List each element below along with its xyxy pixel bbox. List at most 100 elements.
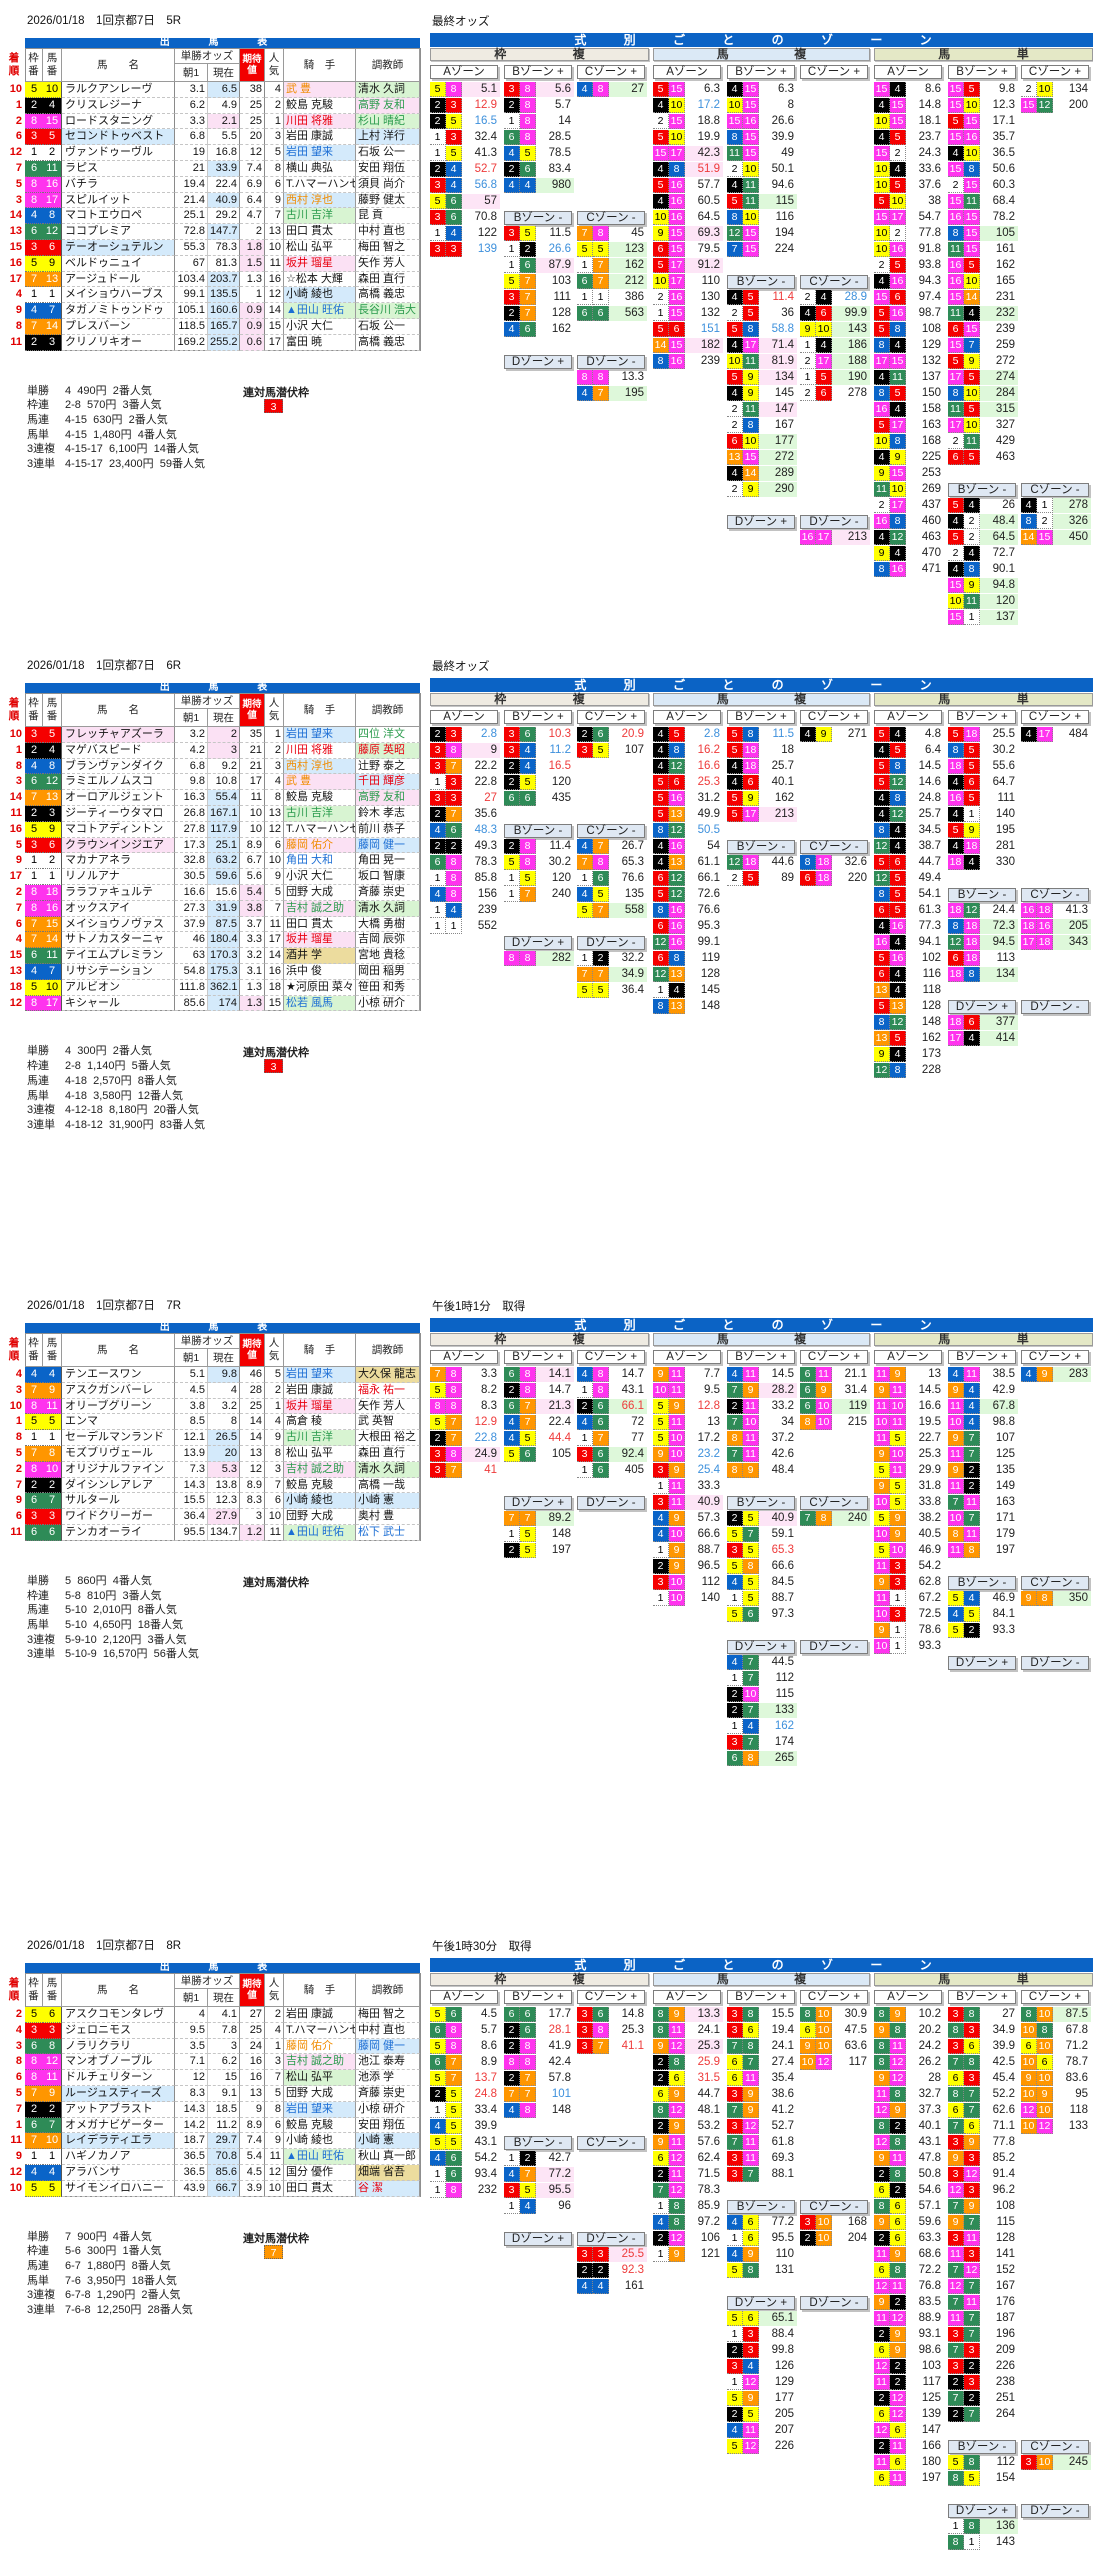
entry-row[interactable]: 4 4 4 テンエースワン 5.1 9.8 46 5 岩田 望来 大久保 龍志: [0, 1367, 420, 1383]
odds-row[interactable]: 4 2 48.4: [948, 514, 1018, 529]
odds-row[interactable]: 2 8 14.7: [504, 1383, 574, 1398]
odds-row[interactable]: 7 15 224: [727, 242, 797, 257]
odds-row[interactable]: 1 4 122: [430, 226, 500, 241]
odds-row[interactable]: 15 9 94.8: [948, 578, 1018, 593]
odds-row[interactable]: 2 9 53.2: [653, 2119, 723, 2134]
horse-name-cell[interactable]: アットアブラスト: [62, 2101, 175, 2118]
odds-row[interactable]: 3 8 5.6: [504, 82, 574, 97]
odds-row[interactable]: 2 15 18.8: [653, 114, 723, 129]
odds-row[interactable]: 9 12 25.3: [653, 2039, 723, 2054]
odds-row[interactable]: 5 17 91.2: [653, 258, 723, 273]
odds-row[interactable]: 11 3 141: [948, 2247, 1018, 2262]
odds-row[interactable]: 4 13 61.1: [653, 855, 723, 870]
odds-row[interactable]: 2 10 204: [800, 2231, 870, 2246]
odds-row[interactable]: 5 6 151: [653, 322, 723, 337]
entry-row[interactable]: 2 8 10 オリジナルファイン 7.3 5.3 12 3 吉村 誠之助 清水 久詞: [0, 1461, 420, 1478]
odds-row[interactable]: 5 18 18: [727, 743, 797, 758]
odds-row[interactable]: 10 9 95: [1021, 2087, 1091, 2102]
odds-row[interactable]: 6 12 139: [874, 2407, 944, 2422]
horse-name-cell[interactable]: セコンドトゥベスト: [62, 129, 175, 146]
odds-row[interactable]: 10 7 171: [948, 1511, 1018, 1526]
odds-row[interactable]: 15 5 9.8: [948, 82, 1018, 97]
odds-row[interactable]: 4 12 463: [874, 530, 944, 545]
odds-row[interactable]: 2 3 12.9: [430, 98, 500, 113]
entry-row[interactable]: 11 6 6 テンカオーライ 95.5 134.7 1.2 11 ▲田山 旺佑 松下 武士: [0, 1525, 420, 1541]
odds-row[interactable]: 5 16 98.7: [874, 306, 944, 321]
entry-row[interactable]: 9 1 1 ハギノカノア 36.5 70.8 5.4 11 ▲田山 旺佑 秋山 真一郎: [0, 2149, 420, 2165]
odds-row[interactable]: 6 8 78.3: [430, 855, 500, 870]
odds-row[interactable]: 15 16 35.7: [948, 130, 1018, 145]
odds-row[interactable]: 4 11 137: [874, 370, 944, 385]
odds-row[interactable]: 16 5 111: [948, 791, 1018, 806]
entry-row[interactable]: 10 3 5 フレッチャアズーラ 3.2 2 35 1 岩田 望来 四位 洋文: [0, 727, 420, 743]
odds-row[interactable]: 7 8 3.3: [430, 1367, 500, 1382]
odds-row[interactable]: 9 11 14.5: [874, 1383, 944, 1398]
odds-row[interactable]: 4 17 484: [1021, 727, 1091, 742]
odds-row[interactable]: 8 6 57.1: [874, 2199, 944, 2214]
odds-row[interactable]: 2 10 115: [727, 1687, 797, 1702]
odds-row[interactable]: 1 4 186: [800, 338, 870, 353]
odds-row[interactable]: 8 9 13.3: [653, 2007, 723, 2022]
odds-row[interactable]: 1 10 140: [653, 1591, 723, 1606]
horse-name-cell[interactable]: マコトアディントン: [62, 821, 175, 838]
odds-row[interactable]: 1 6 95.5: [727, 2231, 797, 2246]
odds-row[interactable]: 12 18 44.6: [727, 855, 797, 870]
entry-row[interactable]: 18 5 10 アルビオン 111.8 362.1 1.3 18 ★河原田 菜々 笹田 和秀: [0, 979, 420, 996]
odds-row[interactable]: 2 6 278: [800, 386, 870, 401]
odds-row[interactable]: 4 6 99.9: [800, 306, 870, 321]
odds-row[interactable]: 10 11 19.5: [874, 1415, 944, 1430]
odds-row[interactable]: 3 6 39.9: [948, 2039, 1018, 2054]
odds-row[interactable]: 10 8 168: [874, 434, 944, 449]
horse-name-cell[interactable]: キシャール: [62, 995, 175, 1012]
odds-row[interactable]: 17 10 327: [948, 418, 1018, 433]
odds-row[interactable]: 11 1 67.2: [874, 1591, 944, 1606]
odds-row[interactable]: 4 9 57.3: [653, 1511, 723, 1526]
odds-row[interactable]: 2 10 50.1: [727, 162, 797, 177]
horse-name-cell[interactable]: クリスレジーナ: [62, 97, 175, 114]
odds-row[interactable]: 4 11 207: [727, 2423, 797, 2438]
entry-row[interactable]: 10 8 11 オリーブグリーン 3.8 3.2 25 1 坂井 瑠星 矢作 芳人: [0, 1398, 420, 1415]
odds-row[interactable]: 15 16 26.6: [727, 114, 797, 129]
odds-row[interactable]: 4 6 54.2: [430, 2151, 500, 2166]
odds-row[interactable]: 6 4 116: [874, 967, 944, 982]
entry-row[interactable]: 10 5 5 サイモンイロハニー 43.9 66.7 3.9 10 田口 貫太谷 潔: [0, 2180, 420, 2197]
odds-row[interactable]: 4 15 14.8: [874, 98, 944, 113]
odds-row[interactable]: 15 17 54.7: [874, 210, 944, 225]
odds-row[interactable]: 12 9 37.3: [874, 2103, 944, 2118]
odds-row[interactable]: 12 10 118: [1021, 2103, 1091, 2118]
odds-row[interactable]: 4 10 66.6: [653, 1527, 723, 1542]
odds-row[interactable]: 16 17 213: [800, 530, 870, 545]
odds-row[interactable]: 7 8 240: [800, 1511, 870, 1526]
odds-row[interactable]: 1 5 41.3: [430, 146, 500, 161]
odds-row[interactable]: 11 10 16.6: [874, 1399, 944, 1414]
entry-row[interactable]: 9 1 2 マカナアネラ 32.8 63.2 6.7 10 角田 大和 角田 晃一: [0, 853, 420, 870]
odds-row[interactable]: 7 8 65.3: [577, 855, 647, 870]
odds-row[interactable]: 11 2 149: [948, 1479, 1018, 1494]
odds-row[interactable]: 10 17 110: [653, 274, 723, 289]
odds-row[interactable]: 9 15 253: [874, 466, 944, 481]
odds-row[interactable]: 11 15 49: [727, 146, 797, 161]
horse-name-cell[interactable]: ルージュスティーズ: [62, 2086, 175, 2102]
odds-row[interactable]: 2 11 33.2: [727, 1399, 797, 1414]
odds-row[interactable]: 8 12 48.1: [653, 2103, 723, 2118]
odds-row[interactable]: 2 11 147: [727, 402, 797, 417]
odds-row[interactable]: 4 12 16.6: [653, 759, 723, 774]
horse-name-cell[interactable]: レイデラティエラ: [62, 2133, 175, 2150]
odds-row[interactable]: 12 5 49.4: [874, 871, 944, 886]
odds-row[interactable]: 4 4 161: [577, 2279, 647, 2294]
odds-row[interactable]: 8 2 40.1: [874, 2119, 944, 2134]
odds-row[interactable]: 1 12 129: [727, 2375, 797, 2390]
odds-row[interactable]: 7 11 61.8: [727, 2135, 797, 2150]
odds-row[interactable]: 3 8 25.3: [577, 2023, 647, 2038]
odds-row[interactable]: 16 4 158: [874, 402, 944, 417]
odds-row[interactable]: 4 7 22.4: [504, 1415, 574, 1430]
entry-row[interactable]: 13 4 7 リサシテーション 54.8 175.3 3.1 16 浜中 俊岡田 稲男: [0, 964, 420, 980]
odds-row[interactable]: 9 4 42.9: [948, 1383, 1018, 1398]
odds-row[interactable]: 6 12 62.4: [653, 2151, 723, 2166]
odds-row[interactable]: 2 6 28.1: [504, 2023, 574, 2038]
odds-row[interactable]: 15 7 259: [948, 338, 1018, 353]
odds-row[interactable]: 5 8 8.6: [430, 2039, 500, 2054]
odds-row[interactable]: 2 16 130: [653, 290, 723, 305]
odds-row[interactable]: 12 16 99.1: [653, 935, 723, 950]
horse-name-cell[interactable]: テンエースワン: [62, 1367, 175, 1383]
